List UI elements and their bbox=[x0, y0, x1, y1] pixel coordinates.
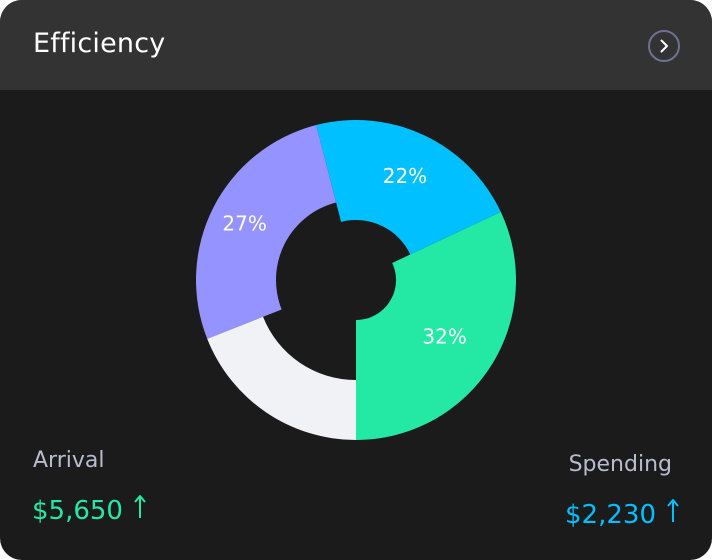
donut-slice bbox=[207, 316, 356, 440]
donut-slice bbox=[316, 119, 501, 255]
donut-chart: 32% 22% 27% bbox=[195, 119, 516, 440]
donut-slice bbox=[356, 211, 516, 440]
arrow-up-icon bbox=[133, 493, 147, 526]
spending-value: $2,230 bbox=[565, 500, 656, 530]
arrival-value: $5,650 bbox=[32, 496, 123, 526]
slice-label: 32% bbox=[422, 324, 466, 348]
arrival-value-row: $5,650 bbox=[32, 493, 147, 526]
donut-slice bbox=[195, 125, 337, 339]
open-details-button[interactable] bbox=[648, 30, 680, 62]
arrow-up-icon bbox=[666, 497, 680, 530]
chevron-right-icon bbox=[660, 39, 668, 53]
card-title: Efficiency bbox=[33, 28, 166, 59]
spending-value-row: $2,230 bbox=[565, 497, 680, 530]
spending-label: Spending bbox=[568, 452, 672, 477]
slice-label: 27% bbox=[222, 211, 266, 235]
slice-label: 22% bbox=[383, 164, 427, 188]
card-header: Efficiency bbox=[0, 0, 712, 90]
arrival-label: Arrival bbox=[33, 448, 105, 473]
